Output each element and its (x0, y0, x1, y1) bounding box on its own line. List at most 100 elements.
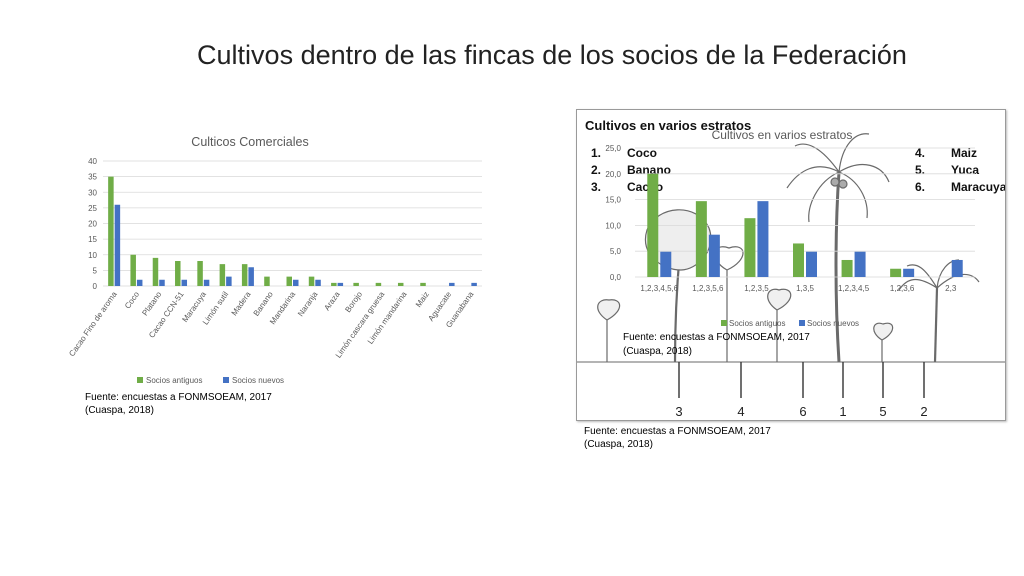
y-tick-label: 40 (88, 157, 97, 166)
key-name: Yuca (951, 163, 979, 177)
y-tick-label: 0,0 (610, 273, 622, 282)
key-number: 2. (591, 163, 601, 177)
bar-antiguos (264, 276, 270, 286)
bar-antiguos (108, 176, 114, 286)
source-line: Fuente: encuestas a FONMSOEAM, 2017 (85, 392, 272, 403)
bar-nuevos (159, 279, 165, 286)
bottom-numbers: 3 4 6 1 5 2 (675, 404, 927, 419)
bar-nuevos (708, 234, 720, 277)
bar-nuevos (114, 204, 121, 286)
bar-antiguos (241, 264, 248, 286)
bar-antiguos (744, 218, 756, 277)
x-tick-label: Madera (230, 290, 253, 318)
legend-label-antiguos: Socios antiguos (729, 319, 785, 328)
bar-nuevos (226, 276, 232, 286)
source-note-left: Fuente: encuestas a FONMSOEAM, 2017 (Cua… (85, 391, 272, 417)
bar-nuevos (903, 268, 915, 277)
source-line: (Cuaspa, 2018) (584, 439, 653, 450)
source-note-right: Fuente: encuestas a FONMSOEAM, 2017 (Cua… (584, 425, 771, 451)
chart-title: Culticos Comerciales (191, 135, 308, 149)
stratum-number: 1 (839, 404, 846, 419)
key-name: Coco (627, 146, 657, 160)
stratum-number: 6 (799, 404, 806, 419)
bar-nuevos (248, 267, 254, 286)
bar-antiguos (197, 261, 203, 286)
legend-label-nuevos: Socios nuevos (232, 376, 284, 385)
y-tick-label: 15,0 (605, 196, 621, 205)
bar-antiguos (353, 282, 359, 286)
figure-heading: Cultivos en varios estratos (585, 118, 751, 133)
y-tick-label: 5 (93, 266, 98, 275)
x-tick-label: 1,2,3,4,5,6 (640, 284, 678, 293)
legend-swatch-nuevos (223, 377, 229, 383)
bar-nuevos (203, 279, 210, 286)
legend-label-nuevos: Socios nuevos (807, 319, 859, 328)
x-tick-label: Cacao Fino de aroma (67, 290, 119, 359)
bar-antiguos (420, 282, 426, 286)
key-number: 5. (915, 163, 925, 177)
y-tick-label: 25 (88, 204, 97, 213)
inner-source-line1: Fuente: encuestas a FONMSOEAM, 2017 (623, 332, 810, 343)
key-name: Maiz (951, 146, 977, 160)
y-tick-label: 20,0 (605, 170, 621, 179)
bar-nuevos (315, 279, 321, 286)
bar-antiguos (331, 282, 337, 286)
bar-nuevos (806, 251, 817, 277)
stratum-number: 3 (675, 404, 682, 419)
x-tick-label: Naranja (296, 290, 320, 319)
inner-chart-title: Cultivos en varios estratos (712, 128, 853, 142)
y-tick-label: 10 (88, 251, 97, 260)
legend-swatch-nuevos (799, 320, 805, 326)
bar-antiguos (308, 276, 315, 286)
y-tick-label: 35 (88, 173, 97, 182)
source-line: Fuente: encuestas a FONMSOEAM, 2017 (584, 426, 771, 437)
x-tick-label: 2,3 (945, 284, 957, 293)
x-tick-label: 1,3,5 (796, 284, 814, 293)
bar-antiguos (219, 264, 226, 286)
bar-nuevos (136, 279, 143, 286)
bar-antiguos (152, 257, 159, 286)
legend-label-antiguos: Socios antiguos (146, 376, 202, 385)
bar-antiguos (130, 254, 136, 286)
x-tick-label: 1,2,3,4,5 (838, 284, 870, 293)
bar-antiguos (397, 282, 404, 286)
chart-legend: Socios antiguos Socios nuevos (137, 376, 284, 385)
x-tick-label: Borojo (343, 290, 364, 315)
inner-source-line2: (Cuaspa, 2018) (623, 346, 692, 357)
bar-nuevos (181, 279, 188, 286)
inner-chart-legend: Socios antiguos Socios nuevos (721, 319, 859, 328)
key-number: 1. (591, 146, 601, 160)
legend-swatch-antiguos (137, 377, 143, 383)
bar-nuevos (854, 251, 866, 277)
bar-antiguos (695, 201, 707, 277)
bar-nuevos (337, 282, 344, 286)
bar-nuevos (660, 251, 672, 277)
y-tick-label: 30 (88, 188, 97, 197)
bar-nuevos (293, 279, 299, 286)
x-tick-label: 1,2,3,5 (744, 284, 769, 293)
bar-antiguos (647, 173, 659, 277)
key-number: 6. (915, 180, 925, 194)
x-tick-label: Maiz (414, 290, 431, 309)
stratum-number: 2 (920, 404, 927, 419)
bar-antiguos (375, 282, 382, 286)
bar-antiguos (175, 261, 181, 286)
y-tick-label: 25,0 (605, 144, 621, 153)
x-tick-label: Platano (140, 290, 163, 318)
bar-antiguos (793, 243, 804, 277)
x-tick-label: 1,2,3,5,6 (692, 284, 724, 293)
bar-nuevos (951, 259, 963, 277)
key-number: 3. (591, 180, 601, 194)
y-tick-label: 10,0 (605, 221, 621, 230)
bar-nuevos (757, 201, 769, 277)
x-tick-label: Coco (123, 290, 141, 311)
slide-title: Cultivos dentro de las fincas de los soc… (197, 40, 907, 70)
y-tick-label: 20 (88, 220, 97, 229)
commercial-crops-chart: Culticos Comerciales 0 5 10 15 20 25 30 35 40 Ca… (67, 135, 482, 385)
y-tick-label: 5,0 (610, 247, 622, 256)
stratum-number: 4 (737, 404, 744, 419)
key-number: 4. (915, 146, 925, 160)
x-tick-label: Araza (322, 290, 342, 313)
key-name: Maracuya (951, 180, 1005, 194)
